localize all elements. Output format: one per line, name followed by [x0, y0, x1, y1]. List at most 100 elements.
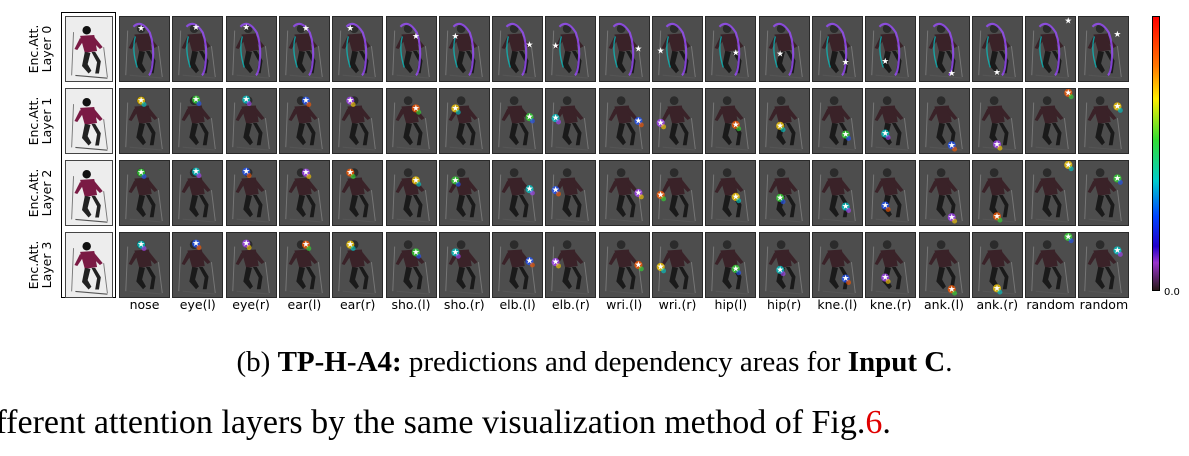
attention-heatmap: ★ [598, 88, 650, 154]
svg-text:★: ★ [1114, 174, 1122, 184]
attention-heatmap: ★ [119, 88, 170, 154]
svg-text:★: ★ [776, 121, 784, 131]
svg-text:★: ★ [732, 264, 740, 274]
attention-heatmap: ★ [438, 232, 490, 298]
caption-middle: predictions and dependency areas for [401, 346, 848, 378]
row-label-line: Layer 2 [39, 169, 54, 217]
attention-heatmap: ★ [438, 88, 490, 154]
svg-text:★: ★ [192, 95, 200, 105]
attention-heatmap: ★ [172, 160, 224, 226]
column-label: hip(l) [714, 297, 748, 312]
svg-text:★: ★ [242, 167, 250, 177]
svg-text:★: ★ [634, 188, 642, 198]
svg-text:★: ★ [451, 32, 459, 42]
svg-text:★: ★ [947, 69, 955, 79]
caption-bold-input: Input C [847, 346, 946, 378]
figure-caption: (b) TP-H-A4: predictions and dependency … [0, 346, 1189, 379]
svg-text:★: ★ [882, 273, 890, 283]
original-image [65, 232, 113, 298]
attention-heatmap: ★ [278, 160, 330, 226]
column-label: ear(r) [339, 297, 376, 312]
svg-text:★: ★ [302, 240, 310, 250]
svg-text:★: ★ [526, 185, 534, 195]
attention-heatmap: ★ [918, 160, 970, 226]
svg-text:★: ★ [657, 118, 665, 128]
attention-heatmap: ★ [492, 88, 544, 154]
attention-heatmap: ★ [971, 16, 1023, 82]
attention-heatmap: ★ [278, 232, 330, 298]
attention-heatmap: ★ [758, 160, 810, 226]
svg-text:★: ★ [411, 176, 419, 186]
column-label: nose [129, 297, 160, 312]
svg-text:★: ★ [993, 212, 1001, 222]
column-label: eye(l) [179, 297, 216, 312]
attention-heatmap: ★ [545, 16, 597, 82]
svg-text:★: ★ [882, 201, 890, 211]
skier-illustration [71, 26, 108, 79]
attention-heatmap: ★ [811, 232, 863, 298]
colorbar [1152, 16, 1160, 291]
svg-text:★: ★ [1064, 17, 1072, 26]
attention-heatmap: ★ [918, 88, 970, 154]
column-label: elb.(r) [551, 297, 590, 312]
attention-heatmap: ★ [758, 16, 810, 82]
svg-text:★: ★ [347, 24, 355, 34]
svg-text:★: ★ [1064, 89, 1072, 98]
original-image [65, 160, 113, 226]
column-label: random [1079, 297, 1129, 312]
attention-heatmap: ★ [1078, 16, 1130, 82]
column-label: sho.(r) [443, 297, 485, 312]
attention-heatmap: ★ [492, 232, 544, 298]
svg-text:★: ★ [242, 95, 250, 105]
attention-heatmap: ★ [1078, 232, 1130, 298]
column-label: wri.(l) [606, 297, 643, 312]
svg-text:★: ★ [657, 46, 665, 56]
svg-text:★: ★ [842, 130, 850, 140]
column-label: kne.(r) [869, 297, 912, 312]
caption-prefix: (b) [236, 346, 278, 378]
attention-heatmap: ★ [652, 232, 703, 298]
attention-heatmap: ★ [332, 232, 384, 298]
svg-text:★: ★ [347, 96, 355, 106]
attention-heatmap: ★ [1078, 160, 1130, 226]
svg-text:★: ★ [451, 248, 459, 258]
svg-text:★: ★ [411, 32, 419, 42]
row-label: Enc.Att. Layer 1 [26, 97, 54, 146]
svg-text:★: ★ [137, 96, 145, 106]
svg-text:★: ★ [411, 248, 419, 258]
attention-heatmap: ★ [545, 160, 597, 226]
attention-heatmap: ★ [332, 88, 384, 154]
attention-heatmap: ★ [1025, 16, 1077, 82]
svg-text:★: ★ [137, 240, 145, 250]
attention-heatmap: ★ [119, 232, 170, 298]
colorbar-min-label: 0.0 [1164, 287, 1180, 298]
attention-heatmap: ★ [438, 16, 490, 82]
svg-text:★: ★ [776, 193, 784, 203]
svg-text:★: ★ [526, 113, 534, 123]
caption-bold-title: TP-H-A4: [277, 346, 402, 378]
svg-text:★: ★ [552, 114, 560, 124]
attention-heatmap: ★ [1025, 232, 1077, 298]
column-label: wri.(r) [658, 297, 697, 312]
figure-reference-link[interactable]: 6 [865, 404, 883, 441]
svg-text:★: ★ [1064, 161, 1072, 170]
original-image [65, 88, 113, 154]
attention-heatmap: ★ [119, 16, 170, 82]
svg-text:★: ★ [1114, 102, 1122, 112]
svg-text:★: ★ [242, 23, 250, 33]
original-image [65, 16, 113, 82]
attention-heatmap: ★ [332, 16, 384, 82]
attention-heatmap: ★ [172, 232, 224, 298]
attention-heatmap: ★ [598, 16, 650, 82]
body-text: ifferent attention layers by the same vi… [0, 404, 866, 441]
svg-text:★: ★ [1064, 233, 1072, 242]
svg-text:★: ★ [657, 190, 665, 200]
svg-text:★: ★ [347, 168, 355, 178]
svg-text:★: ★ [137, 168, 145, 178]
attention-heatmap: ★ [865, 16, 917, 82]
svg-text:★: ★ [137, 24, 145, 34]
attention-heatmap: ★ [705, 88, 757, 154]
attention-heatmap: ★ [705, 232, 757, 298]
attention-heatmap: ★ [652, 16, 703, 82]
attention-heatmap: ★ [545, 232, 597, 298]
